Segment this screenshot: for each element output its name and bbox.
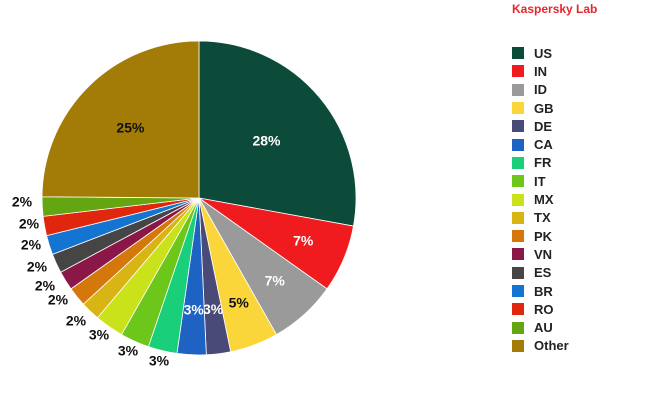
legend-item-es: ES — [512, 264, 569, 282]
legend-label: FR — [534, 155, 552, 171]
legend-item-pk: PK — [512, 227, 569, 245]
legend-swatch — [512, 83, 524, 96]
legend-label: IT — [534, 173, 546, 189]
slice-label-fr: 3% — [89, 327, 110, 343]
legend-item-other: Other — [512, 337, 569, 355]
legend-item-in: IN — [512, 62, 569, 80]
legend-label: GB — [534, 100, 554, 116]
slice-label-other: 25% — [116, 120, 145, 136]
legend-item-fr: FR — [512, 154, 569, 172]
slice-label-ro: 2% — [19, 216, 40, 232]
legend-swatch — [512, 303, 524, 316]
slice-label-es: 2% — [27, 259, 48, 275]
legend-swatch — [512, 266, 524, 279]
slice-label-us: 28% — [252, 132, 281, 148]
legend-label: VN — [534, 246, 553, 262]
legend-label: DE — [534, 118, 553, 134]
legend-swatch — [512, 65, 524, 78]
legend-item-vn: VN — [512, 245, 569, 263]
slice-label-br: 2% — [21, 237, 42, 253]
slice-label-ca: 3% — [184, 302, 205, 318]
slice-label-pk: 2% — [48, 292, 69, 308]
legend-label: IN — [534, 63, 547, 79]
legend-label: RO — [534, 301, 554, 317]
legend-item-mx: MX — [512, 190, 569, 208]
legend-label: AU — [534, 320, 553, 336]
legend-item-ca: CA — [512, 135, 569, 153]
legend-label: PK — [534, 228, 553, 244]
legend-swatch — [512, 102, 524, 115]
slice-label-vn: 2% — [35, 278, 56, 294]
legend-swatch — [512, 175, 524, 188]
legend-swatch — [512, 230, 524, 243]
legend-item-us: US — [512, 44, 569, 62]
legend-label: CA — [534, 137, 553, 153]
slice-label-it: 3% — [118, 343, 139, 359]
legend-swatch — [512, 47, 524, 60]
legend-label: Other — [534, 338, 569, 354]
legend-label: BR — [534, 283, 553, 299]
legend-swatch — [512, 321, 524, 334]
legend-swatch — [512, 285, 524, 297]
slice-label-in: 7% — [293, 233, 314, 249]
slice-label-mx: 3% — [149, 353, 170, 369]
brand-label: Kaspersky Lab — [512, 2, 598, 16]
legend-item-ro: RO — [512, 300, 569, 318]
pie-slice-us — [198, 40, 357, 227]
slice-label-tx: 2% — [66, 313, 87, 329]
legend-label: ES — [534, 265, 552, 281]
legend-item-au: AU — [512, 318, 569, 336]
legend-item-de: DE — [512, 117, 569, 135]
slice-label-gb: 5% — [229, 295, 250, 311]
slice-label-au: 2% — [12, 194, 33, 210]
chart-legend: US IN ID GB DE CA FR IT MX TX PK VN ES BR RO AU Other — [512, 44, 569, 355]
legend-label: MX — [534, 192, 554, 208]
slice-label-de: 3% — [203, 301, 224, 317]
legend-swatch — [512, 120, 524, 133]
legend-swatch — [512, 193, 524, 206]
legend-label: ID — [534, 82, 547, 98]
legend-label: US — [534, 45, 553, 61]
legend-swatch — [512, 248, 524, 261]
legend-swatch — [512, 339, 524, 352]
legend-item-gb: GB — [512, 99, 569, 117]
legend-item-tx: TX — [512, 209, 569, 227]
legend-item-it: IT — [512, 172, 569, 190]
legend-swatch — [512, 138, 524, 151]
legend-item-id: ID — [512, 81, 569, 99]
slice-label-id: 7% — [265, 273, 286, 289]
legend-swatch — [512, 156, 524, 169]
legend-label: TX — [534, 210, 551, 226]
pie-slice-other — [41, 40, 200, 199]
legend-swatch — [512, 211, 524, 224]
legend-item-br: BR — [512, 282, 569, 300]
